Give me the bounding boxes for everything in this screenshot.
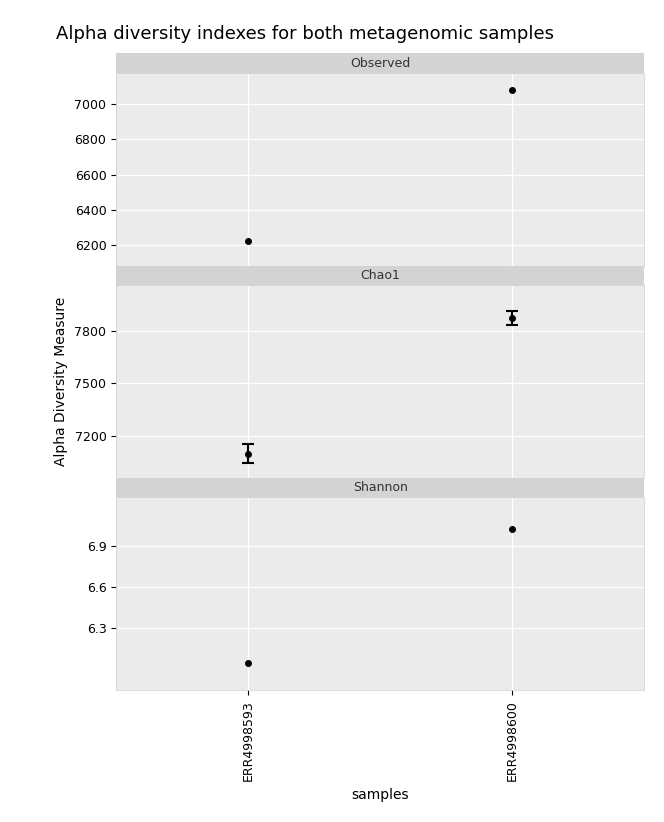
X-axis label: samples: samples <box>351 788 409 802</box>
Text: Chao1: Chao1 <box>360 269 400 282</box>
Text: Observed: Observed <box>350 57 410 70</box>
Text: Shannon: Shannon <box>353 482 408 494</box>
Y-axis label: Alpha Diversity Measure: Alpha Diversity Measure <box>54 297 68 466</box>
Text: Alpha diversity indexes for both metagenomic samples: Alpha diversity indexes for both metagen… <box>56 25 554 43</box>
